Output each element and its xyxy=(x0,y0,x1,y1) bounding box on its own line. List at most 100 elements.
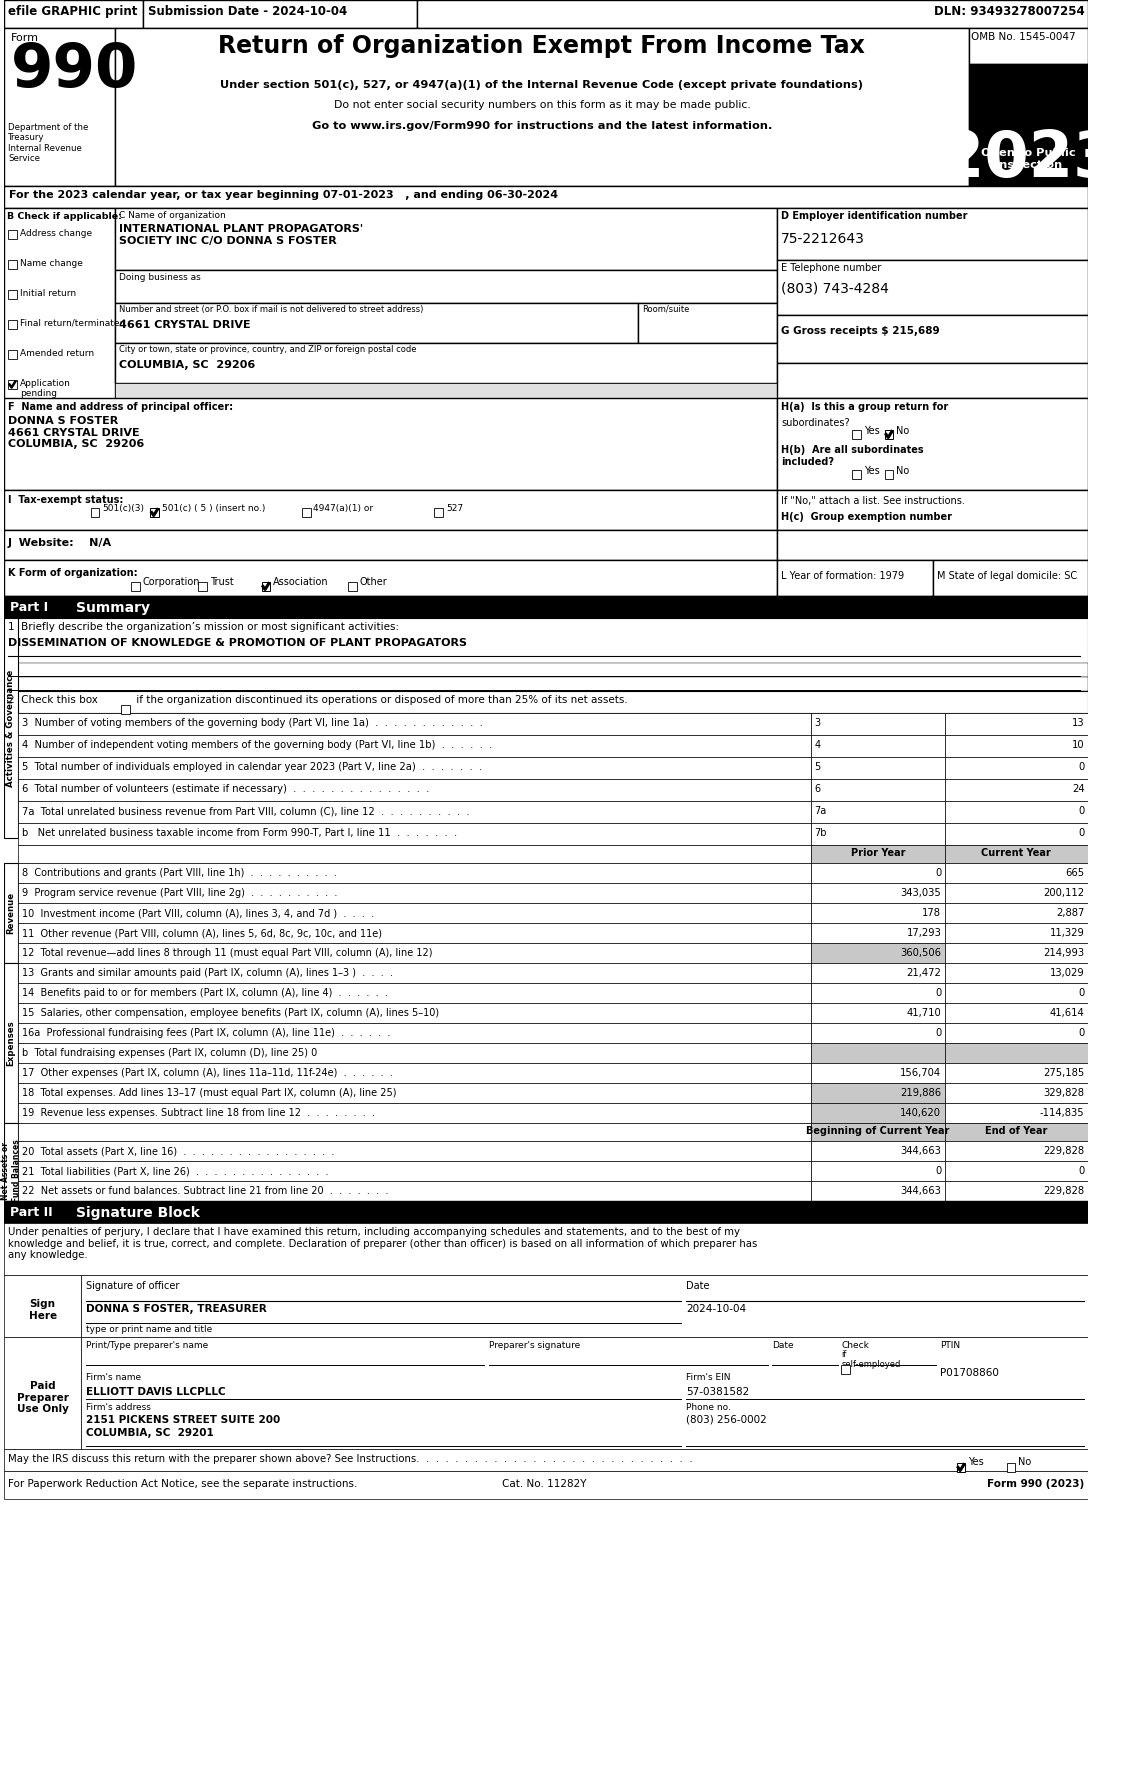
Text: 0: 0 xyxy=(1078,828,1084,839)
Bar xyxy=(945,1063,1088,1083)
Text: 14  Benefits paid to or for members (Part IX, column (A), line 4)  .  .  .  .  .: 14 Benefits paid to or for members (Part… xyxy=(21,987,387,998)
Text: DONNA S FOSTER
4661 CRYSTAL DRIVE
COLUMBIA, SC  29206: DONNA S FOSTER 4661 CRYSTAL DRIVE COLUMB… xyxy=(8,417,145,449)
Text: 10  Investment income (Part VIII, column (A), lines 3, 4, and 7d )  .  .  .  .: 10 Investment income (Part VIII, column … xyxy=(21,908,374,918)
Bar xyxy=(811,924,945,943)
Text: Initial return: Initial return xyxy=(19,290,76,298)
Text: 6: 6 xyxy=(815,784,821,795)
Text: Check: Check xyxy=(841,1340,869,1349)
Bar xyxy=(777,489,1088,530)
Text: COLUMBIA, SC  29206: COLUMBIA, SC 29206 xyxy=(119,360,255,371)
Bar xyxy=(18,962,811,984)
Text: B Check if applicable:: B Check if applicable: xyxy=(7,212,122,221)
Bar xyxy=(945,864,1088,883)
Text: Number and street (or P.O. box if mail is not delivered to street address): Number and street (or P.O. box if mail i… xyxy=(119,306,423,314)
Bar xyxy=(18,758,811,779)
Text: 16a  Professional fundraising fees (Part IX, column (A), line 11e)  .  .  .  .  : 16a Professional fundraising fees (Part … xyxy=(21,1028,390,1038)
Bar xyxy=(5,530,777,560)
Bar xyxy=(18,1063,811,1083)
Text: 2023: 2023 xyxy=(940,127,1118,191)
Text: Firm's EIN: Firm's EIN xyxy=(686,1372,730,1383)
Text: 22  Net assets or fund balances. Subtract line 21 from line 20  .  .  .  .  .  .: 22 Net assets or fund balances. Subtract… xyxy=(21,1187,388,1196)
Text: 4  Number of independent voting members of the governing body (Part VI, line 1b): 4 Number of independent voting members o… xyxy=(21,740,492,751)
Text: Sign
Here: Sign Here xyxy=(28,1300,56,1321)
Bar xyxy=(841,1365,850,1374)
Text: (803) 256-0002: (803) 256-0002 xyxy=(686,1415,767,1425)
Bar xyxy=(18,1104,811,1123)
Bar xyxy=(5,560,777,595)
Bar xyxy=(945,1181,1088,1201)
Bar xyxy=(18,924,811,943)
Text: M State of legal domicile: SC: M State of legal domicile: SC xyxy=(937,570,1077,581)
Bar xyxy=(5,662,1088,676)
Text: Phone no.: Phone no. xyxy=(686,1402,730,1413)
Bar xyxy=(945,802,1088,823)
Bar xyxy=(5,691,1088,713)
Text: subordinates?: subordinates? xyxy=(781,419,850,427)
Text: Cat. No. 11282Y: Cat. No. 11282Y xyxy=(501,1478,586,1489)
Bar xyxy=(811,984,945,1003)
Text: Yes: Yes xyxy=(969,1457,984,1468)
Bar xyxy=(417,0,1088,28)
Text: H(b)  Are all subordinates
included?: H(b) Are all subordinates included? xyxy=(781,445,924,466)
Bar xyxy=(131,583,140,592)
Bar xyxy=(811,1123,945,1141)
Text: type or print name and title: type or print name and title xyxy=(86,1324,212,1333)
Bar xyxy=(18,779,811,802)
Text: 12  Total revenue—add lines 8 through 11 (must equal Part VIII, column (A), line: 12 Total revenue—add lines 8 through 11 … xyxy=(21,948,432,957)
Text: Final return/terminated: Final return/terminated xyxy=(19,320,125,328)
Bar xyxy=(811,962,945,984)
Bar xyxy=(1007,1462,1015,1473)
Text: No: No xyxy=(896,466,910,477)
Text: 19  Revenue less expenses. Subtract line 18 from line 12  .  .  .  .  .  .  .  .: 19 Revenue less expenses. Subtract line … xyxy=(21,1107,375,1118)
Text: 21,472: 21,472 xyxy=(907,968,942,978)
Bar xyxy=(5,1275,81,1337)
Text: 2151 PICKENS STREET SUITE 200: 2151 PICKENS STREET SUITE 200 xyxy=(86,1415,280,1425)
Text: efile GRAPHIC print: efile GRAPHIC print xyxy=(8,5,138,18)
Bar xyxy=(18,713,811,735)
Text: Name change: Name change xyxy=(19,260,82,268)
Text: Department of the
Treasury
Internal Revenue
Service: Department of the Treasury Internal Reve… xyxy=(8,124,88,162)
Bar xyxy=(81,1337,1088,1448)
Bar xyxy=(777,397,1088,489)
Bar xyxy=(885,470,893,479)
Text: 7a: 7a xyxy=(815,805,826,816)
Text: 2,887: 2,887 xyxy=(1056,908,1084,918)
Bar xyxy=(5,1224,1088,1275)
Text: No: No xyxy=(1018,1457,1032,1468)
Text: 0: 0 xyxy=(1078,805,1084,816)
Bar xyxy=(852,470,860,479)
Bar xyxy=(5,595,1088,618)
Text: 2  Check this box: 2 Check this box xyxy=(8,696,98,705)
Text: DISSEMINATION OF KNOWLEDGE & PROMOTION OF PLANT PROPAGATORS: DISSEMINATION OF KNOWLEDGE & PROMOTION O… xyxy=(8,638,467,648)
Text: 990: 990 xyxy=(11,41,139,101)
Text: Form 990 (2023): Form 990 (2023) xyxy=(987,1478,1084,1489)
Text: 156,704: 156,704 xyxy=(900,1068,942,1077)
Text: Signature Block: Signature Block xyxy=(77,1206,200,1220)
Text: 0: 0 xyxy=(935,1166,942,1176)
Text: Paid
Preparer
Use Only: Paid Preparer Use Only xyxy=(17,1381,69,1415)
Text: 0: 0 xyxy=(935,869,942,878)
Text: Print/Type preparer's name: Print/Type preparer's name xyxy=(86,1340,208,1349)
Text: City or town, state or province, country, and ZIP or foreign postal code: City or town, state or province, country… xyxy=(119,344,415,353)
Text: E Telephone number: E Telephone number xyxy=(781,263,882,274)
Text: 18  Total expenses. Add lines 13–17 (must equal Part IX, column (A), line 25): 18 Total expenses. Add lines 13–17 (must… xyxy=(21,1088,396,1098)
Bar xyxy=(777,314,1088,364)
Bar xyxy=(5,1337,81,1448)
Text: 200,112: 200,112 xyxy=(1043,888,1084,897)
Text: 57-0381582: 57-0381582 xyxy=(686,1386,750,1397)
Bar xyxy=(115,208,777,270)
Bar xyxy=(811,823,945,844)
Text: Other: Other xyxy=(359,577,387,586)
Bar xyxy=(18,823,811,844)
Text: b   Net unrelated business taxable income from Form 990-T, Part I, line 11  .  .: b Net unrelated business taxable income … xyxy=(21,828,457,839)
Text: L Year of formation: 1979: L Year of formation: 1979 xyxy=(781,570,904,581)
Text: 2024-10-04: 2024-10-04 xyxy=(686,1303,746,1314)
Text: if the organization discontinued its operations or disposed of more than 25% of : if the organization discontinued its ope… xyxy=(133,696,628,705)
Text: 343,035: 343,035 xyxy=(901,888,942,897)
Bar xyxy=(811,758,945,779)
Text: Amended return: Amended return xyxy=(19,350,94,358)
Text: 0: 0 xyxy=(935,987,942,998)
Bar xyxy=(811,844,945,864)
Text: Part I: Part I xyxy=(10,600,49,615)
Text: 8  Contributions and grants (Part VIII, line 1h)  .  .  .  .  .  .  .  .  .  .: 8 Contributions and grants (Part VIII, l… xyxy=(21,869,336,878)
